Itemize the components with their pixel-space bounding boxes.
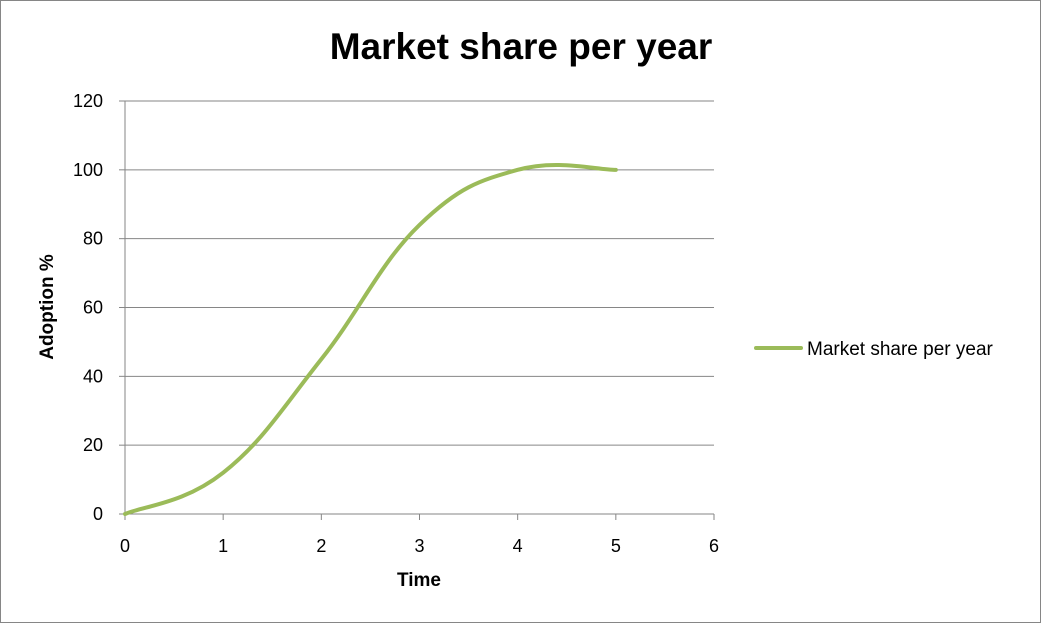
y-tick-label: 60 [83, 298, 103, 318]
x-tick-label: 2 [316, 536, 326, 556]
y-tick-label: 20 [83, 435, 103, 455]
x-tick-label: 5 [611, 536, 621, 556]
x-tick-label: 0 [120, 536, 130, 556]
axes [119, 100, 715, 520]
gridlines [125, 100, 714, 446]
y-tick-label: 120 [73, 91, 103, 111]
x-tick-label: 6 [709, 536, 719, 556]
series-line-0 [123, 162, 618, 516]
legend-label: Market share per year [807, 339, 994, 360]
x-tick-label: 3 [414, 536, 424, 556]
chart-title: Market share per year [330, 26, 713, 67]
x-tick-label: 1 [218, 536, 228, 556]
y-tick-label: 100 [73, 160, 103, 180]
x-tick-label: 4 [513, 536, 523, 556]
y-axis-title: Adoption % [37, 254, 58, 360]
legend: Market share per year [754, 339, 994, 360]
y-tick-label: 0 [93, 504, 103, 524]
series-lines [123, 162, 618, 516]
y-tick-label: 40 [83, 366, 103, 386]
x-tick-labels: 0 1 2 3 4 5 6 [120, 536, 719, 556]
x-axis-title: Time [397, 570, 441, 591]
y-tick-labels: 0 20 40 60 80 100 120 [73, 91, 103, 524]
y-tick-label: 80 [83, 229, 103, 249]
